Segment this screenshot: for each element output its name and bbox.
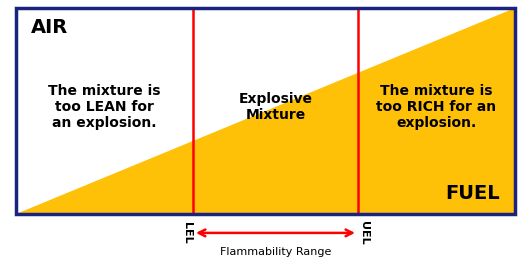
Text: FUEL: FUEL bbox=[446, 184, 500, 203]
Text: Flammability Range: Flammability Range bbox=[220, 247, 331, 257]
Text: The mixture is
too LEAN for
an explosion.: The mixture is too LEAN for an explosion… bbox=[48, 84, 161, 130]
Text: Explosive
Mixture: Explosive Mixture bbox=[238, 92, 312, 122]
Polygon shape bbox=[16, 8, 515, 214]
Text: LEL: LEL bbox=[182, 222, 192, 244]
Text: AIR: AIR bbox=[31, 19, 68, 38]
Text: The mixture is
too RICH for an
explosion.: The mixture is too RICH for an explosion… bbox=[376, 84, 496, 130]
Text: UEL: UEL bbox=[359, 221, 369, 245]
